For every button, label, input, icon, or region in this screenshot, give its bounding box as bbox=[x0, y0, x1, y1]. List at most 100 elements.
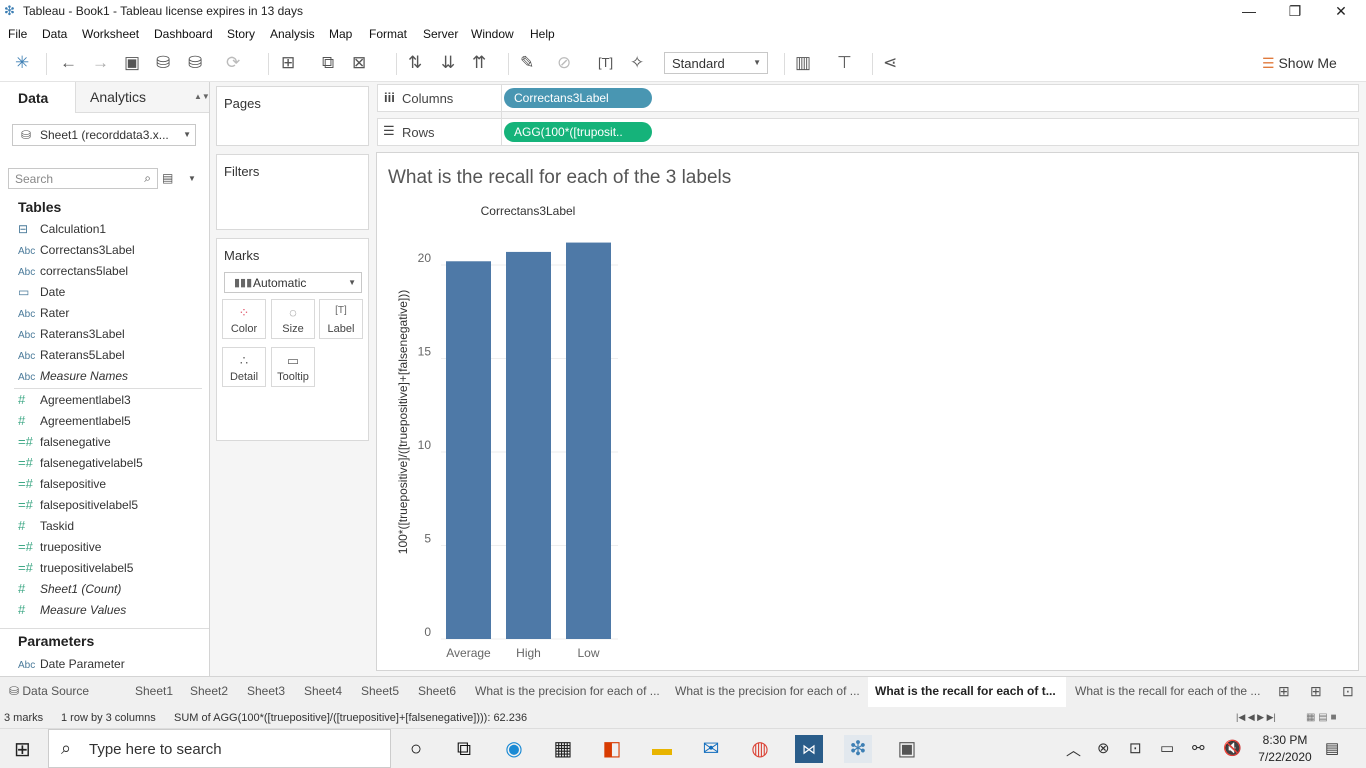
chevron-down-icon[interactable]: ▼ bbox=[188, 174, 196, 183]
field-item[interactable]: Abc Raterans5Label bbox=[18, 348, 125, 368]
windows-start-icon[interactable]: ⊞ bbox=[14, 739, 31, 761]
tab-data[interactable]: Data bbox=[0, 82, 76, 113]
pages-card[interactable]: Pages bbox=[216, 86, 369, 146]
tab-analytics[interactable]: Analytics bbox=[90, 89, 147, 105]
label-button[interactable]: [T] Label bbox=[319, 299, 363, 339]
tab-sheet3[interactable]: Sheet3 bbox=[247, 684, 286, 698]
bar-high[interactable] bbox=[506, 251, 551, 639]
network-icon[interactable]: ⚯ bbox=[1192, 740, 1205, 757]
edge-icon[interactable]: ◉ bbox=[505, 738, 523, 760]
menu-story[interactable]: Story bbox=[227, 27, 256, 41]
field-item[interactable]: =# falsepositive bbox=[18, 476, 106, 496]
new-datasource-icon[interactable]: ⛁ bbox=[156, 53, 171, 72]
show-mark-labels-icon[interactable]: [T] bbox=[598, 55, 614, 70]
mail-icon[interactable]: ✉ bbox=[702, 738, 720, 760]
undo-icon[interactable]: ← bbox=[60, 53, 77, 72]
save-icon[interactable]: ▣ bbox=[124, 53, 141, 72]
swap-rows-columns-icon[interactable]: ⇅ bbox=[408, 53, 423, 72]
tab-precision-1[interactable]: What is the precision for each of ... bbox=[475, 684, 660, 698]
menu-data[interactable]: Data bbox=[42, 27, 68, 41]
close-button[interactable]: ✕ bbox=[1335, 3, 1347, 19]
field-search-input[interactable]: Search ⌕ bbox=[8, 168, 158, 189]
new-story-tab-icon[interactable]: ⊡ bbox=[1342, 683, 1354, 699]
parameter-date[interactable]: Abc Date Parameter bbox=[18, 657, 125, 677]
field-item[interactable]: =# truepositive bbox=[18, 539, 101, 559]
columns-pill[interactable]: Correctans3Label bbox=[504, 88, 652, 108]
view-list-icon[interactable]: ▤ bbox=[162, 171, 174, 185]
tray-battery-icon[interactable]: ▭ bbox=[1160, 740, 1175, 757]
datasource-select[interactable]: ⛁ Sheet1 (recorddata3.x... ▼ bbox=[12, 124, 196, 146]
field-item[interactable]: =# falsepositivelabel5 bbox=[18, 497, 138, 517]
clear-sheet-icon[interactable]: ⊠ bbox=[352, 53, 367, 72]
photos-icon[interactable]: ▣ bbox=[897, 738, 917, 760]
rows-pill[interactable]: AGG(100*([truposit.. bbox=[504, 122, 652, 142]
mark-type-select[interactable]: ▮▮▮ Automatic ▼ bbox=[224, 272, 362, 293]
clock[interactable]: 8:30 PM 7/22/2020 bbox=[1254, 732, 1316, 766]
office-icon[interactable]: ◧ bbox=[602, 738, 622, 760]
color-button[interactable]: ⁘ Color bbox=[222, 299, 266, 339]
field-item[interactable]: Abc Rater bbox=[18, 306, 69, 326]
sheet-sorter-icon[interactable]: ▦ ▤ ■ bbox=[1306, 712, 1337, 723]
field-item[interactable]: Abc Correctans3Label bbox=[18, 243, 135, 263]
menu-dashboard[interactable]: Dashboard bbox=[154, 27, 213, 41]
filters-card[interactable]: Filters bbox=[216, 154, 369, 230]
field-item[interactable]: # Taskid bbox=[18, 518, 74, 538]
tableau-taskbar-icon[interactable]: ❇ bbox=[844, 735, 872, 763]
tab-recall-2[interactable]: What is the recall for each of the ... bbox=[1075, 684, 1261, 698]
sort-descending-icon[interactable]: ⇈ bbox=[472, 53, 487, 72]
highlight-icon[interactable]: ✎ bbox=[520, 53, 535, 72]
tab-nav-arrows-icon[interactable]: |◀ ◀ ▶ ▶| bbox=[1236, 712, 1276, 722]
menu-window[interactable]: Window bbox=[471, 27, 514, 41]
bar-low[interactable] bbox=[566, 242, 611, 639]
show-cards-icon[interactable]: ▥ bbox=[795, 53, 812, 72]
taskbar-search-input[interactable]: ⌕ Type here to search bbox=[48, 729, 391, 768]
presentation-mode-icon[interactable]: ⊤ bbox=[837, 53, 852, 72]
field-item[interactable]: ▭ Date bbox=[18, 285, 65, 305]
redo-icon[interactable]: → bbox=[92, 53, 109, 72]
menu-help[interactable]: Help bbox=[530, 27, 555, 41]
field-item[interactable]: # Measure Values bbox=[18, 602, 126, 622]
volume-muted-icon[interactable]: 🔇 bbox=[1223, 740, 1242, 757]
size-button[interactable]: ◌ Size bbox=[271, 299, 315, 339]
tab-recall-1[interactable]: What is the recall for each of t... bbox=[875, 684, 1056, 698]
bar-average[interactable] bbox=[446, 261, 491, 639]
field-item[interactable]: # Agreementlabel3 bbox=[18, 392, 131, 412]
menu-map[interactable]: Map bbox=[329, 27, 353, 41]
duplicate-sheet-icon[interactable]: ⧉ bbox=[322, 53, 335, 72]
mysql-workbench-icon[interactable]: ⋈ bbox=[795, 735, 823, 763]
menu-format[interactable]: Format bbox=[369, 27, 408, 41]
menu-analysis[interactable]: Analysis bbox=[270, 27, 315, 41]
new-worksheet-tab-icon[interactable]: ⊞ bbox=[1278, 683, 1290, 699]
fit-select[interactable]: Standard ▼ bbox=[664, 52, 768, 74]
field-item[interactable]: Abc Measure Names bbox=[18, 369, 128, 389]
menu-worksheet[interactable]: Worksheet bbox=[82, 27, 140, 41]
fix-axes-icon[interactable]: ✧ bbox=[630, 53, 645, 72]
tableau-start-icon[interactable]: ✳ bbox=[15, 53, 30, 72]
sort-ascending-icon[interactable]: ⇊ bbox=[441, 53, 456, 72]
chrome-icon[interactable]: ◍ bbox=[751, 738, 769, 760]
pause-updates-icon[interactable]: ⛁ bbox=[188, 53, 203, 72]
field-item[interactable]: # Sheet1 (Count) bbox=[18, 581, 121, 601]
detail-button[interactable]: ∴ Detail bbox=[222, 347, 266, 387]
field-item[interactable]: =# falsenegative bbox=[18, 434, 111, 454]
restore-button[interactable]: ❐ bbox=[1288, 3, 1302, 19]
field-item[interactable]: =# truepositivelabel5 bbox=[18, 560, 133, 580]
field-item[interactable]: Abc Raterans3Label bbox=[18, 327, 125, 347]
tooltip-button[interactable]: ▭ Tooltip bbox=[271, 347, 315, 387]
tab-sheet6[interactable]: Sheet6 bbox=[418, 684, 457, 698]
tray-chevron-icon[interactable]: ︿ bbox=[1066, 742, 1082, 759]
task-view-icon[interactable]: ⧉ bbox=[456, 738, 472, 760]
minimize-button[interactable]: — bbox=[1242, 3, 1256, 19]
store-icon[interactable]: ▦ bbox=[553, 738, 573, 760]
tab-sheet5[interactable]: Sheet5 bbox=[361, 684, 400, 698]
tray-card-icon[interactable]: ⊡ bbox=[1129, 740, 1142, 757]
show-me-button[interactable]: ☰ Show Me bbox=[1262, 55, 1337, 72]
field-item[interactable]: ⊟ Calculation1 bbox=[18, 222, 106, 242]
pane-menu-icon[interactable]: ▲▼ bbox=[194, 92, 210, 101]
tray-app-icon[interactable]: ⊗ bbox=[1097, 740, 1110, 757]
tab-precision-2[interactable]: What is the precision for each of ... bbox=[675, 684, 860, 698]
share-icon[interactable]: ⋖ bbox=[883, 53, 898, 72]
tab-sheet4[interactable]: Sheet4 bbox=[304, 684, 343, 698]
group-members-icon[interactable]: ⊘ bbox=[557, 53, 572, 72]
menu-file[interactable]: File bbox=[8, 27, 28, 41]
